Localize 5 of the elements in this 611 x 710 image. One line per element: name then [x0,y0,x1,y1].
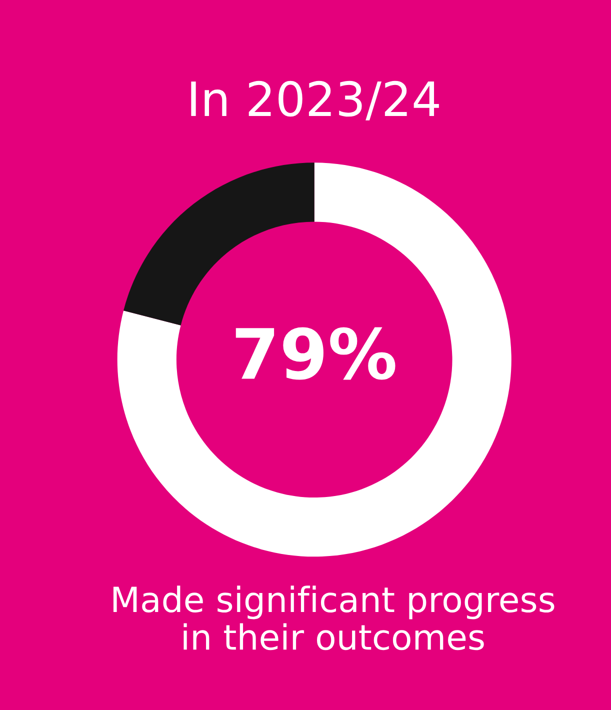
text: Made significant progress in their outcomes [113,586,554,650]
donut-slice [124,162,314,326]
donut-slice [117,162,512,557]
chart-title: In 2023/24 [191,80,439,120]
text: 79% [236,327,396,380]
